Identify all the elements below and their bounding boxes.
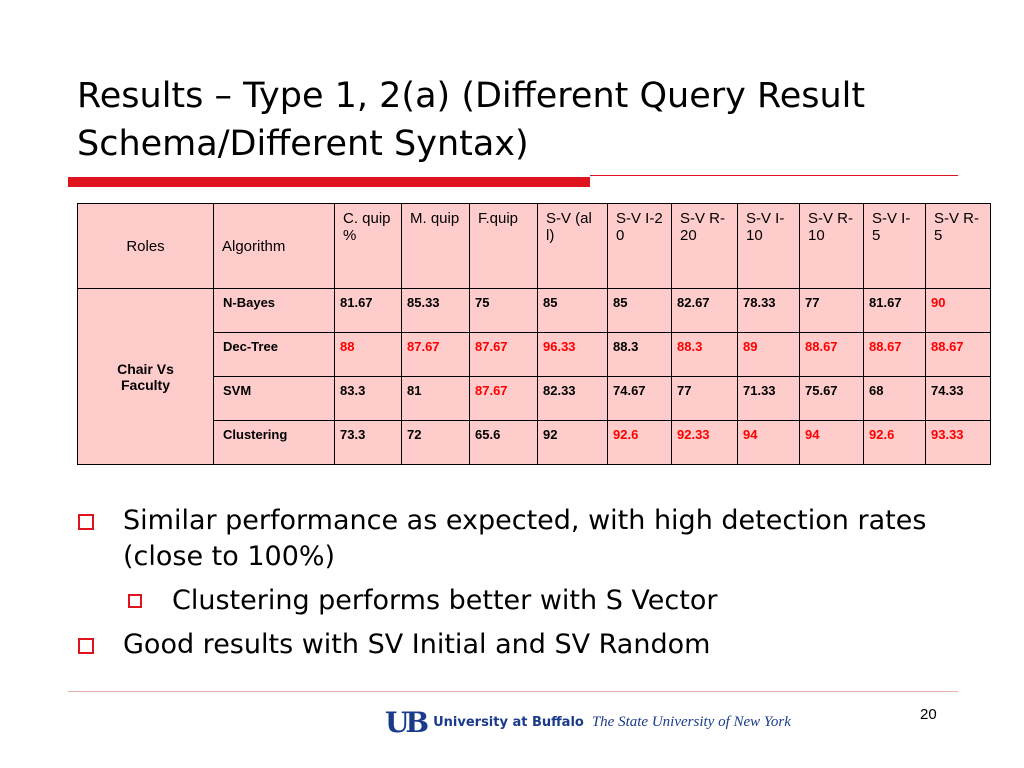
value-cell: 82.33 — [537, 376, 608, 421]
value-cell: 94 — [799, 420, 864, 465]
value-cell: 85.33 — [401, 288, 470, 333]
state-university: The State University of New York — [591, 714, 791, 730]
bullet-item: Similar performance as expected, with hi… — [74, 503, 974, 575]
header-cell: F.quip — [469, 203, 538, 289]
value-cell: 96.33 — [537, 332, 608, 377]
value-cell: 94 — [737, 420, 800, 465]
value-cell: 90 — [925, 288, 991, 333]
value-cell: 72 — [401, 420, 470, 465]
algorithm-cell: Dec-Tree — [213, 332, 335, 377]
header-cell: C. quip % — [334, 203, 402, 289]
page-number: 20 — [920, 706, 937, 723]
value-cell: 87.67 — [469, 332, 538, 377]
value-cell: 88.3 — [671, 332, 738, 377]
role-cell: Chair Vs Faculty — [77, 288, 214, 465]
value-cell: 77 — [799, 288, 864, 333]
value-cell: 81.67 — [863, 288, 926, 333]
value-cell: 88.3 — [607, 332, 672, 377]
value-cell: 71.33 — [737, 376, 800, 421]
data-row: Chair Vs Faculty N-Bayes 81.67 85.33 75 85 85 8… — [77, 288, 991, 465]
value-cell: 77 — [671, 376, 738, 421]
value-cell: 88.67 — [799, 332, 864, 377]
value-cell: 85 — [607, 288, 672, 333]
value-cell: 88 — [334, 332, 402, 377]
bullet-text: Similar performance as expected, with hi… — [123, 505, 927, 572]
value-cell: 75.67 — [799, 376, 864, 421]
value-cell: 74.33 — [925, 376, 991, 421]
value-cell: 87.67 — [469, 376, 538, 421]
header-cell: S-V I-20 — [607, 203, 672, 289]
data-row: Clustering 73.3 72 65.6 92 92.6 92.33 94 94 92.6 9… — [78, 420, 991, 465]
value-cell: 88.67 — [863, 332, 926, 377]
header-row: Roles Algorithm C. quip % M. quip F.quip S-V … — [77, 203, 991, 289]
header-cell: S-V (all) — [537, 203, 608, 289]
bullet-list: Similar performance as expected, with hi… — [74, 503, 974, 671]
footer-logo: UB University at Buffalo The State Unive… — [385, 706, 791, 739]
value-cell: 85 — [537, 288, 608, 333]
value-cell: 83.3 — [334, 376, 402, 421]
header-cell: S-V I-10 — [737, 203, 800, 289]
header-cell: S-V R-10 — [799, 203, 864, 289]
bullet-text: Good results with SV Initial and SV Rand… — [123, 629, 711, 660]
value-cell: 89 — [737, 332, 800, 377]
value-cell: 68 — [863, 376, 926, 421]
bullet-icon — [78, 638, 94, 654]
results-table: Roles Algorithm C. quip % M. quip F.quip S-V … — [77, 203, 991, 465]
bullet-text: Clustering performs better with S Vector — [172, 585, 718, 616]
value-cell: 82.67 — [671, 288, 738, 333]
header-cell: S-V I-5 — [863, 203, 926, 289]
bullet-item: Clustering performs better with S Vector — [74, 583, 974, 619]
algorithm-cell: SVM — [213, 376, 335, 421]
value-cell: 75 — [469, 288, 538, 333]
value-cell: 81 — [401, 376, 470, 421]
value-cell: 92.6 — [863, 420, 926, 465]
slide-title: Results – Type 1, 2(a) (Different Query … — [77, 76, 866, 164]
bullet-icon — [78, 514, 94, 530]
value-cell: 92.6 — [607, 420, 672, 465]
value-cell: 88.67 — [925, 332, 991, 377]
algorithm-cell: N-Bayes — [213, 288, 335, 333]
title-bar — [68, 177, 590, 187]
value-cell: 87.67 — [401, 332, 470, 377]
footer-line — [68, 691, 958, 692]
header-cell: S-V R-5 — [925, 203, 991, 289]
header-cell: Algorithm — [213, 203, 335, 289]
bullet-icon — [128, 594, 142, 608]
header-cell: M. quip — [401, 203, 470, 289]
header-cell: Roles — [77, 203, 214, 289]
bullet-item: Good results with SV Initial and SV Rand… — [74, 627, 974, 663]
value-cell: 92 — [537, 420, 608, 465]
value-cell: 74.67 — [607, 376, 672, 421]
data-row: SVM 83.3 81 87.67 82.33 74.67 77 71.33 75.67 68 74… — [78, 376, 991, 421]
title-line — [590, 175, 958, 176]
value-cell: 92.33 — [671, 420, 738, 465]
university-name: University at Buffalo — [433, 715, 584, 730]
algorithm-cell: Clustering — [213, 420, 335, 465]
value-cell: 73.3 — [334, 420, 402, 465]
value-cell: 65.6 — [469, 420, 538, 465]
value-cell: 81.67 — [334, 288, 402, 333]
data-row: Dec-Tree 88 87.67 87.67 96.33 88.3 88.3 89 88.67… — [78, 332, 991, 377]
logo-mark: UB — [385, 706, 429, 739]
value-cell: 78.33 — [737, 288, 800, 333]
header-cell: S-V R-20 — [671, 203, 738, 289]
value-cell: 93.33 — [925, 420, 991, 465]
